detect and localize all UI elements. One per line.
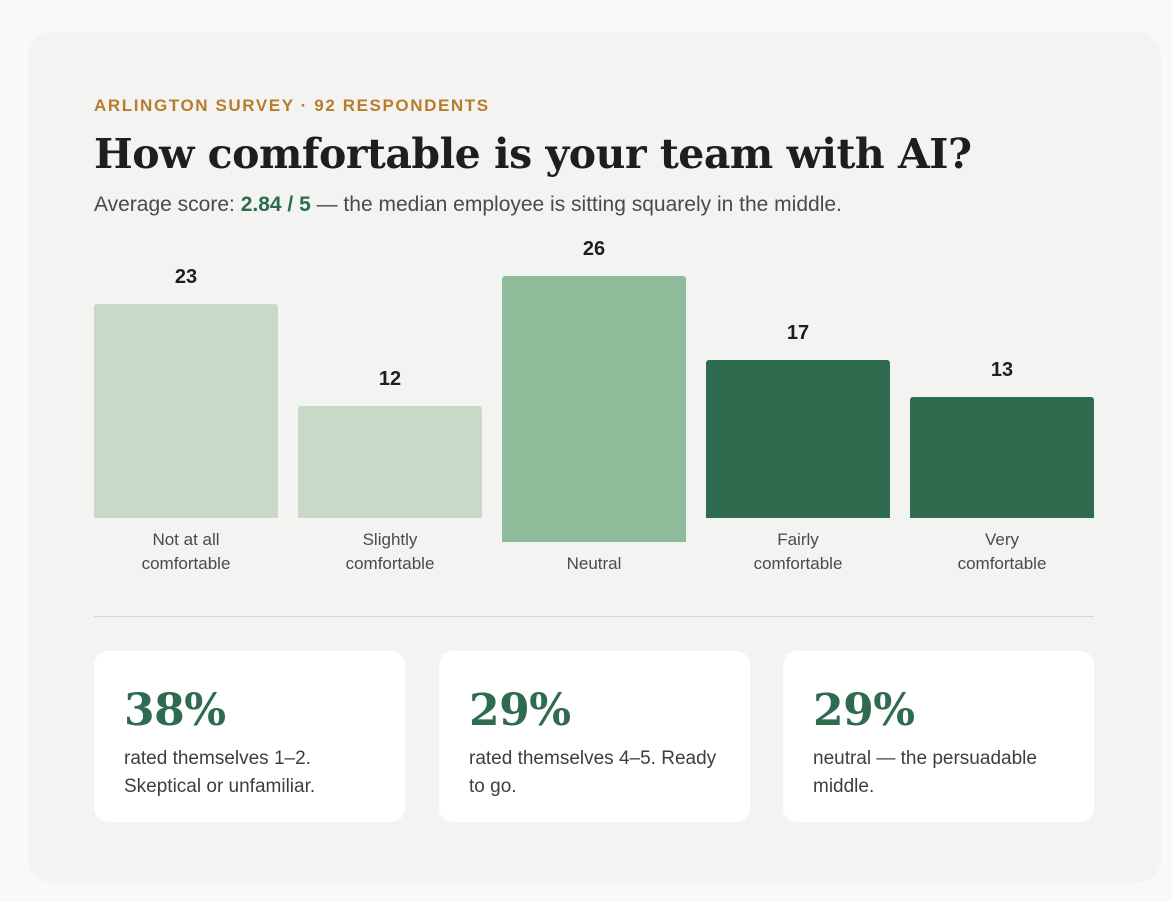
bar-value-label: 13 [990, 359, 1014, 382]
divider [94, 616, 1094, 617]
bar-0 [94, 304, 278, 518]
subtitle-suffix: — the median employee is sitting squarel… [310, 193, 842, 216]
category-label: Slightly comfortable [345, 530, 435, 573]
stat-description: neutral — the persuadable middle. [813, 748, 1037, 797]
stat-card-neutral: 29% neutral — the persuadable middle. [783, 651, 1094, 822]
bar-value-label: 23 [174, 266, 198, 288]
page-title: How comfortable is your team with AI? [94, 130, 972, 178]
stat-card-skeptical: 38% rated themselves 1–2. Skeptical or u… [94, 651, 405, 822]
stat-description: rated themselves 1–2. Skeptical or unfam… [124, 748, 316, 797]
subtitle-prefix: Average score: [94, 193, 241, 216]
bar-2 [502, 276, 686, 542]
bar-value-label: 12 [378, 368, 402, 391]
stat-value: 38% [124, 685, 226, 736]
bar-4 [910, 397, 1094, 518]
bar-3 [706, 359, 890, 518]
stat-card-ready: 29% rated themselves 4–5. Ready to go. [439, 651, 750, 822]
category-label: Neutral [566, 554, 622, 573]
stat-value: 29% [813, 685, 915, 736]
stat-value: 29% [469, 685, 571, 736]
bar-1 [298, 406, 482, 518]
subtitle: Average score: 2.84 / 5 — the median emp… [94, 193, 842, 217]
bar-chart: 23 Not at all comfortable 12 Slightly comfo… [94, 238, 1094, 590]
category-label: Fairly comfortable [753, 530, 843, 573]
eyebrow: ARLINGTON SURVEY · 92 RESPONDENTS [94, 96, 490, 115]
category-label: Very comfortable [957, 530, 1047, 573]
stat-description: rated themselves 4–5. Ready to go. [469, 748, 717, 797]
average-score: 2.84 / 5 [240, 193, 311, 216]
bar-value-label: 17 [786, 321, 810, 344]
category-label: Not at all comfortable [141, 530, 231, 573]
bar-value-label: 26 [582, 238, 606, 261]
